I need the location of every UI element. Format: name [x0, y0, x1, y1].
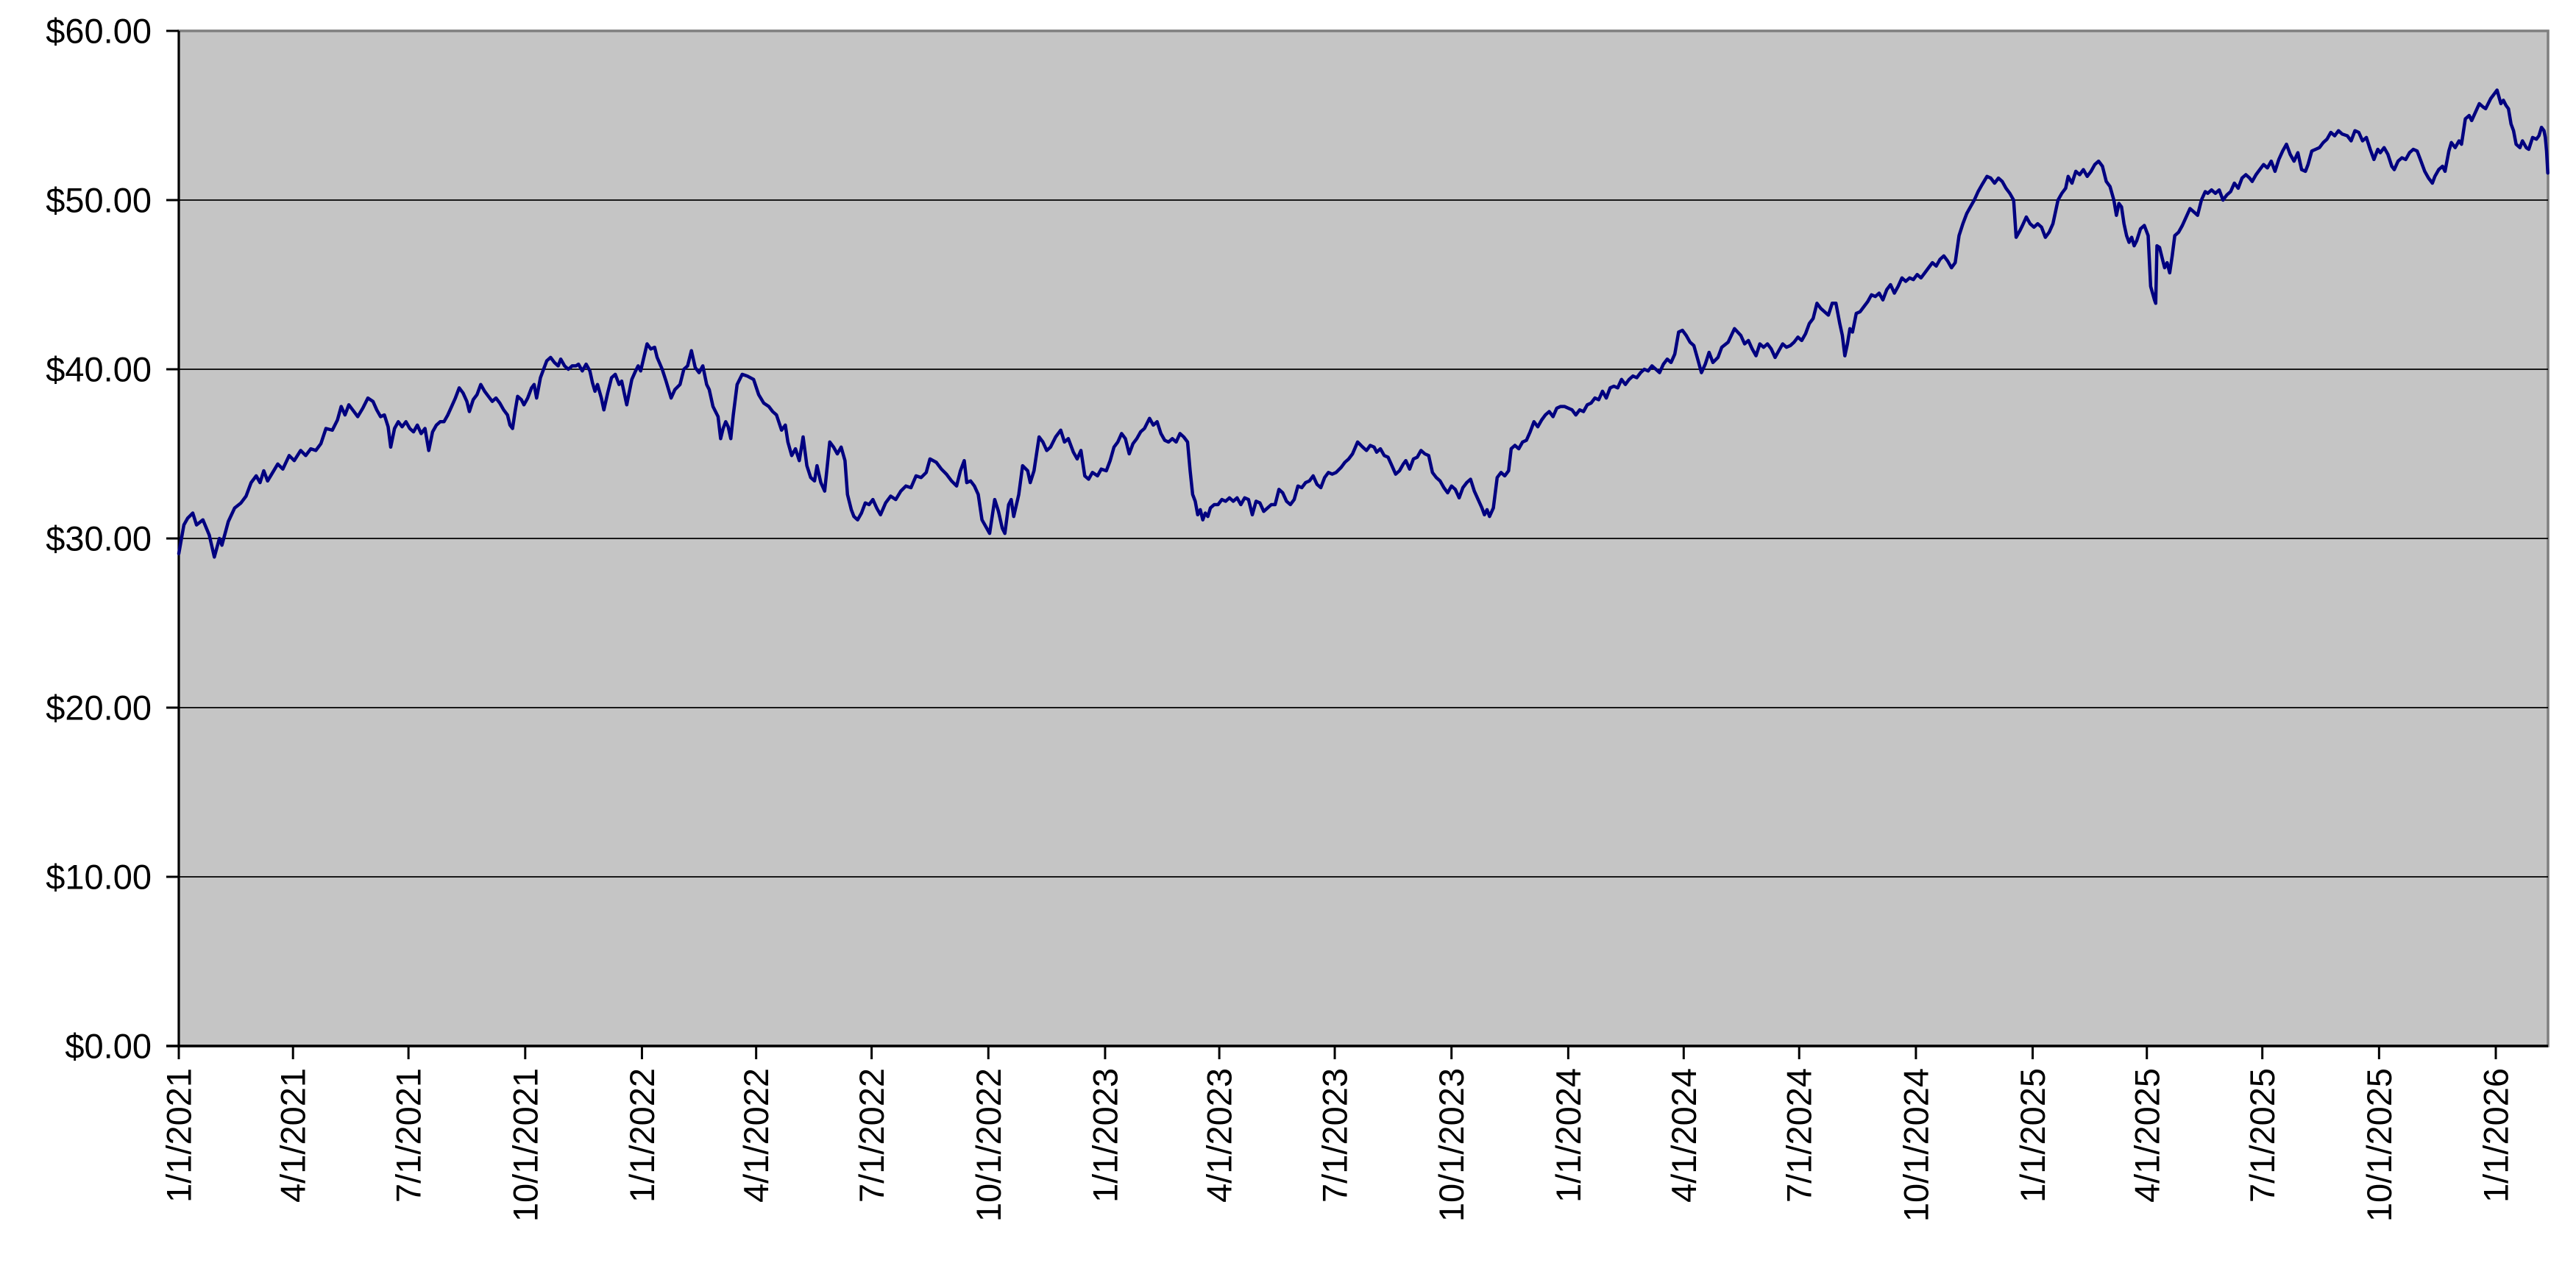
x-axis-label: 7/1/2022 [852, 1068, 891, 1203]
x-axis-label: 4/1/2022 [737, 1068, 776, 1203]
x-axis-label: 1/1/2026 [2477, 1068, 2516, 1203]
x-axis-label: 4/1/2023 [1200, 1068, 1239, 1203]
y-axis-label: $0.00 [65, 1027, 152, 1066]
x-axis-label: 7/1/2021 [389, 1068, 428, 1203]
x-axis-label: 10/1/2023 [1432, 1068, 1471, 1222]
x-axis-label: 7/1/2024 [1780, 1068, 1819, 1203]
x-axis-label: 4/1/2024 [1664, 1068, 1703, 1203]
x-axis-label: 1/1/2023 [1085, 1068, 1124, 1203]
x-axis-label: 1/1/2021 [160, 1068, 199, 1203]
x-axis-label: 4/1/2025 [2127, 1068, 2166, 1203]
x-axis-label: 10/1/2022 [969, 1068, 1008, 1222]
x-axis-label: 1/1/2025 [2013, 1068, 2052, 1203]
x-axis-label: 1/1/2022 [622, 1068, 661, 1203]
y-axis-label: $20.00 [46, 689, 152, 727]
y-axis-label: $40.00 [46, 350, 152, 389]
x-axis-label: 10/1/2024 [1896, 1068, 1935, 1222]
x-axis-label: 10/1/2025 [2360, 1068, 2399, 1222]
x-axis-label: 1/1/2024 [1549, 1068, 1588, 1203]
x-axis-label: 10/1/2021 [505, 1068, 544, 1222]
y-axis-label: $30.00 [46, 519, 152, 558]
y-axis-label: $50.00 [46, 181, 152, 220]
x-axis-label: 4/1/2021 [274, 1068, 313, 1203]
x-axis-label: 7/1/2025 [2243, 1068, 2282, 1203]
x-axis-label: 7/1/2023 [1316, 1068, 1355, 1203]
y-axis-label: $60.00 [46, 12, 152, 51]
y-axis-label: $10.00 [46, 858, 152, 897]
price-line [177, 88, 2550, 559]
